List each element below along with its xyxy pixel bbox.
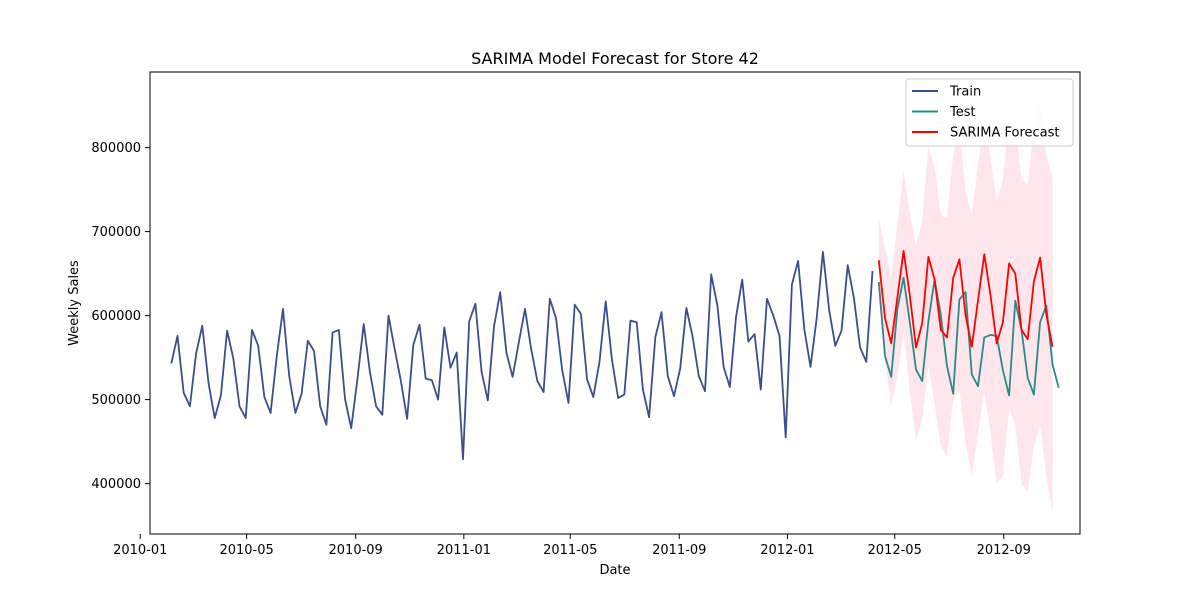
legend-label: Test <box>949 105 976 120</box>
x-tick-label: 2011-01 <box>437 543 491 558</box>
y-axis-title: Weekly Sales <box>67 260 82 346</box>
x-tick-label: 2011-05 <box>543 543 597 558</box>
legend-label: Train <box>949 85 981 100</box>
chart-title: SARIMA Model Forecast for Store 42 <box>471 49 759 68</box>
legend-box <box>905 78 1074 147</box>
legend-label: SARIMA Forecast <box>950 126 1060 141</box>
x-tick-label: 2010-01 <box>113 543 167 558</box>
x-tick-label: 2012-01 <box>760 543 814 558</box>
plot-frame <box>149 71 1081 535</box>
y-tick-label: 400000 <box>91 477 141 492</box>
plot-area <box>170 97 1060 513</box>
series-line-sarima-forecast <box>877 249 1054 349</box>
y-tick-label: 800000 <box>91 141 141 156</box>
x-axis-title: Date <box>599 563 630 578</box>
x-tick-label: 2011-09 <box>652 543 706 558</box>
x-tick-label: 2010-09 <box>329 543 383 558</box>
y-tick-label: 700000 <box>91 225 141 240</box>
x-axis: 2010-01 2010-05 2010-09 2011-01 2011-05 2011-… <box>113 534 1031 558</box>
y-axis: 400000 500000 600000 700000 800000 <box>91 141 150 492</box>
series-line-train <box>170 250 874 461</box>
x-tick-label: 2012-05 <box>868 543 922 558</box>
x-tick-label: 2010-05 <box>219 543 273 558</box>
y-tick-label: 600000 <box>91 309 141 324</box>
y-tick-label: 500000 <box>91 393 141 408</box>
legend: Train Test SARIMA Forecast <box>905 78 1074 147</box>
forecast-confidence-band <box>878 97 1053 513</box>
x-tick-label: 2012-09 <box>977 543 1031 558</box>
